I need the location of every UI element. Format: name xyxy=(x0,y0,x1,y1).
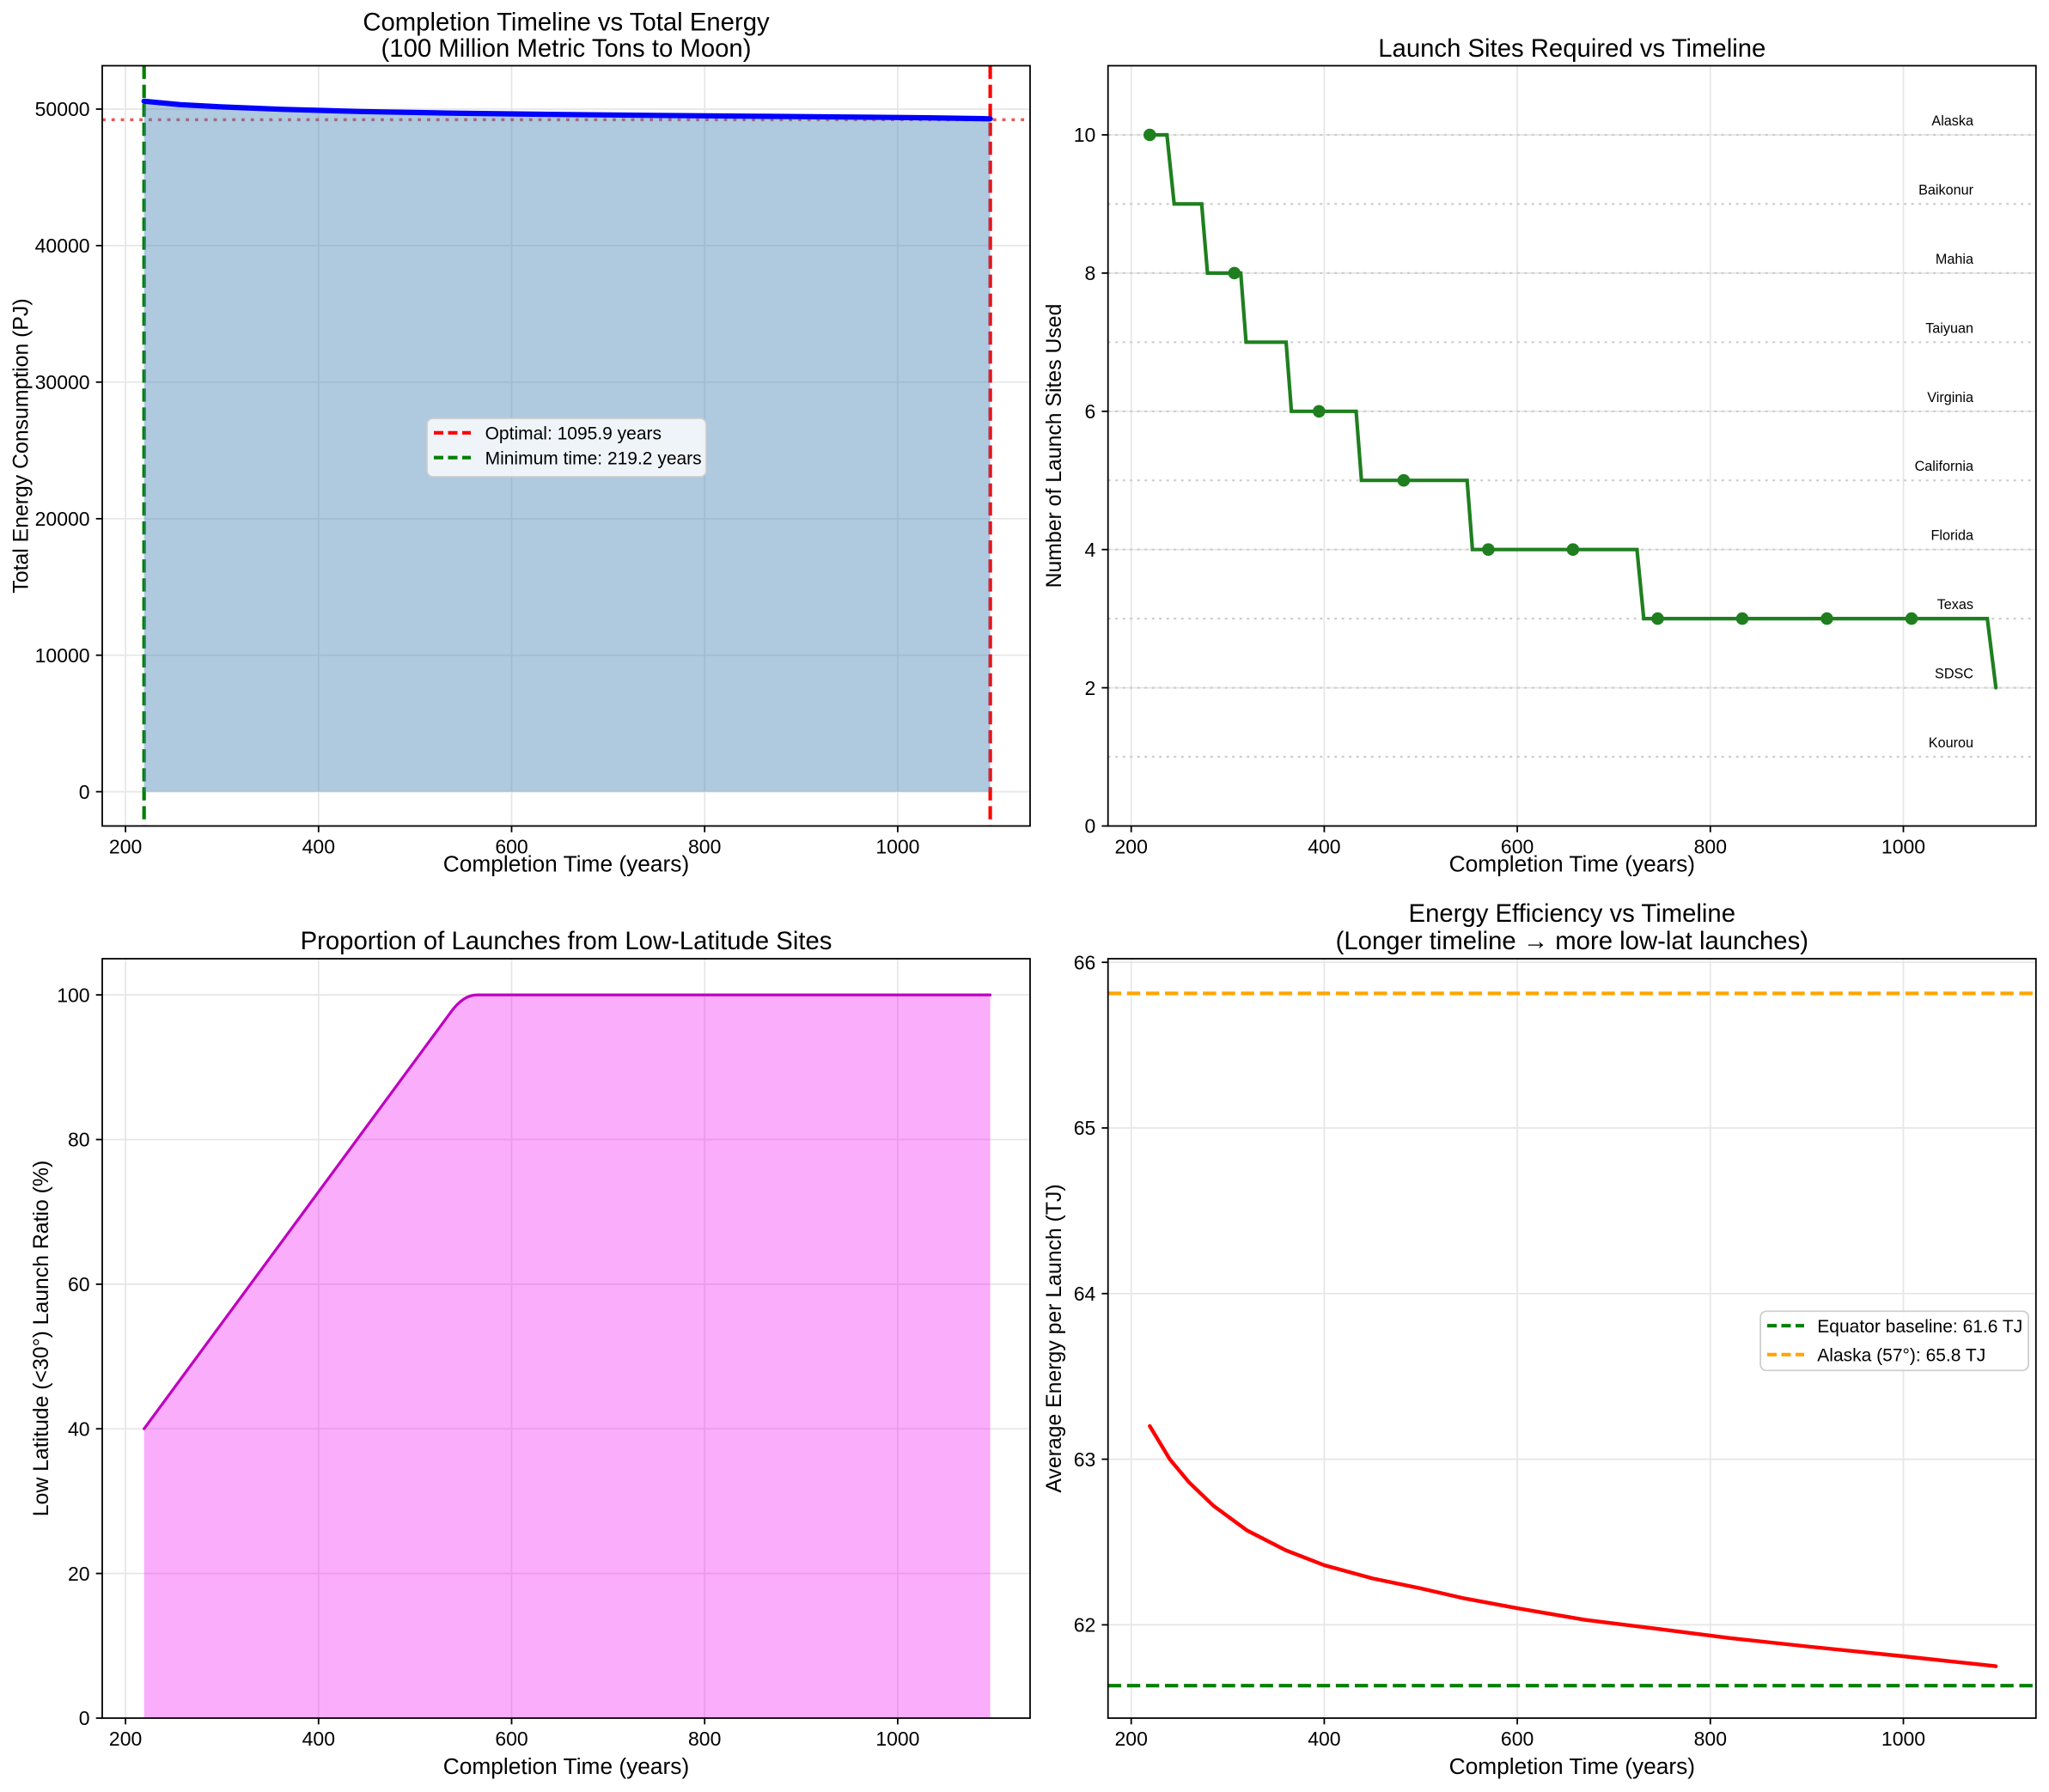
svg-text:20: 20 xyxy=(68,1563,90,1585)
svg-text:Proportion of Launches from Lo: Proportion of Launches from Low-Latitude… xyxy=(301,927,832,955)
svg-text:4: 4 xyxy=(1085,539,1096,561)
svg-text:(100 Million Metric Tons to Mo: (100 Million Metric Tons to Moon) xyxy=(381,34,752,63)
svg-text:600: 600 xyxy=(495,836,527,858)
svg-text:60: 60 xyxy=(68,1273,90,1295)
svg-text:800: 800 xyxy=(688,836,721,858)
svg-text:400: 400 xyxy=(1308,1728,1340,1750)
svg-text:2: 2 xyxy=(1085,677,1096,699)
svg-text:400: 400 xyxy=(1308,836,1340,858)
svg-text:1000: 1000 xyxy=(875,1728,919,1750)
svg-text:Optimal: 1095.9 years: Optimal: 1095.9 years xyxy=(485,424,662,443)
svg-text:Energy Efficiency vs Timeline: Energy Efficiency vs Timeline xyxy=(1409,899,1735,928)
svg-text:Alaska: Alaska xyxy=(1931,113,1973,129)
svg-text:(Longer timeline → more low-la: (Longer timeline → more low-lat launches… xyxy=(1336,927,1808,955)
svg-text:SDSC: SDSC xyxy=(1935,667,1973,682)
svg-text:Florida: Florida xyxy=(1931,528,1973,544)
svg-text:63: 63 xyxy=(1074,1448,1096,1471)
svg-text:66: 66 xyxy=(1074,951,1096,973)
svg-text:800: 800 xyxy=(1694,836,1727,858)
svg-text:100: 100 xyxy=(57,984,89,1006)
svg-text:Kourou: Kourou xyxy=(1929,735,1973,751)
svg-text:600: 600 xyxy=(495,1728,527,1750)
svg-text:Completion Timeline vs Total E: Completion Timeline vs Total Energy xyxy=(363,9,770,37)
svg-text:0: 0 xyxy=(79,1707,90,1729)
svg-text:Baikonur: Baikonur xyxy=(1918,182,1973,198)
svg-text:600: 600 xyxy=(1501,836,1534,858)
svg-text:Completion Time (years): Completion Time (years) xyxy=(443,1753,689,1779)
svg-text:400: 400 xyxy=(302,1728,335,1750)
svg-text:Virginia: Virginia xyxy=(1927,390,1973,405)
svg-text:20000: 20000 xyxy=(35,508,90,530)
svg-text:80: 80 xyxy=(68,1129,90,1151)
svg-text:California: California xyxy=(1915,459,1973,474)
svg-text:Minimum time: 219.2 years: Minimum time: 219.2 years xyxy=(485,448,702,468)
svg-text:Low Latitude (<30°) Launch Rat: Low Latitude (<30°) Launch Ratio (%) xyxy=(30,1161,53,1516)
svg-text:1000: 1000 xyxy=(1881,836,1925,858)
svg-text:Taiyuan: Taiyuan xyxy=(1925,320,1973,336)
svg-text:62: 62 xyxy=(1074,1614,1096,1637)
svg-text:Equator baseline: 61.6 TJ: Equator baseline: 61.6 TJ xyxy=(1817,1317,2022,1337)
svg-text:Completion Time (years): Completion Time (years) xyxy=(443,851,689,877)
svg-text:Texas: Texas xyxy=(1937,597,1973,613)
svg-text:Number of Launch Sites Used: Number of Launch Sites Used xyxy=(1043,304,1066,588)
svg-text:200: 200 xyxy=(1115,836,1148,858)
svg-text:10000: 10000 xyxy=(35,644,90,667)
svg-text:800: 800 xyxy=(688,1728,721,1750)
svg-text:Total Energy Consumption (PJ): Total Energy Consumption (PJ) xyxy=(10,298,34,593)
svg-text:Completion Time (years): Completion Time (years) xyxy=(1449,851,1695,877)
svg-text:200: 200 xyxy=(1115,1728,1148,1750)
svg-text:10: 10 xyxy=(1074,124,1096,146)
svg-text:Alaska (57°): 65.8 TJ: Alaska (57°): 65.8 TJ xyxy=(1817,1346,1985,1366)
svg-text:600: 600 xyxy=(1501,1728,1534,1750)
svg-text:1000: 1000 xyxy=(1881,1728,1925,1750)
svg-text:400: 400 xyxy=(302,836,335,858)
svg-text:Average Energy per Launch (TJ): Average Energy per Launch (TJ) xyxy=(1043,1184,1066,1492)
svg-text:6: 6 xyxy=(1085,400,1096,423)
svg-text:200: 200 xyxy=(109,836,142,858)
svg-text:8: 8 xyxy=(1085,262,1096,284)
svg-text:Mahia: Mahia xyxy=(1936,252,1973,267)
svg-text:0: 0 xyxy=(1085,815,1096,838)
svg-text:50000: 50000 xyxy=(35,98,90,120)
svg-text:30000: 30000 xyxy=(35,371,90,393)
svg-text:65: 65 xyxy=(1074,1117,1096,1139)
svg-text:Launch Sites Required vs Timel: Launch Sites Required vs Timeline xyxy=(1378,34,1765,63)
svg-text:40: 40 xyxy=(68,1417,90,1440)
svg-text:64: 64 xyxy=(1074,1283,1096,1305)
svg-text:40000: 40000 xyxy=(35,235,90,257)
svg-text:800: 800 xyxy=(1694,1728,1727,1750)
svg-text:200: 200 xyxy=(109,1728,142,1750)
svg-text:1000: 1000 xyxy=(875,836,919,858)
svg-text:Completion Time (years): Completion Time (years) xyxy=(1449,1753,1695,1779)
svg-text:0: 0 xyxy=(79,781,90,803)
